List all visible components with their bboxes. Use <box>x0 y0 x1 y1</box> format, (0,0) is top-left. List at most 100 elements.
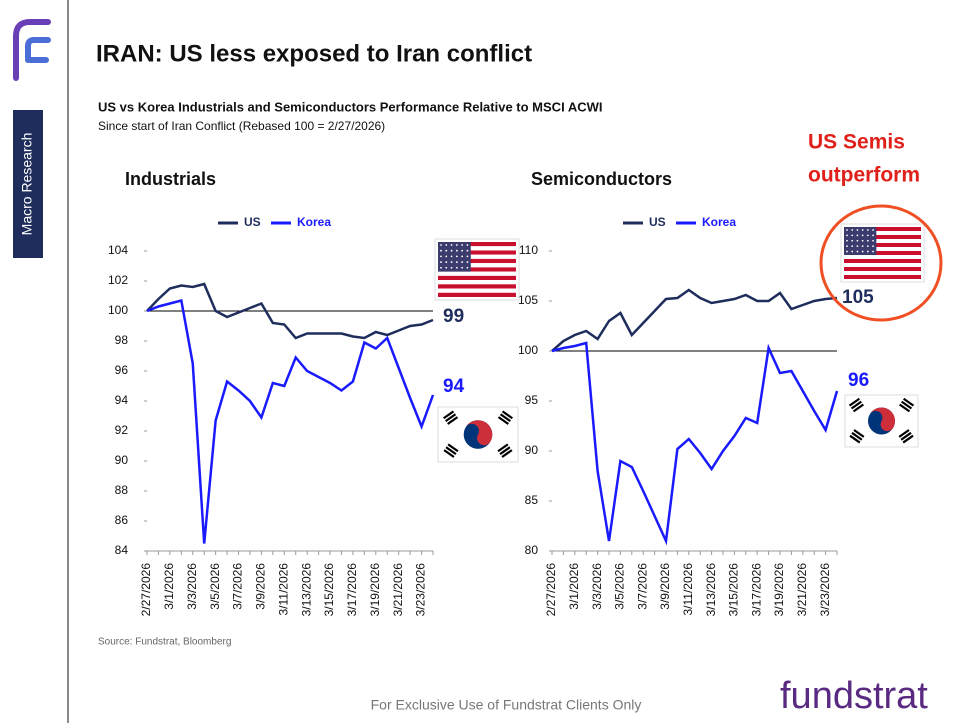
trigram <box>852 403 865 413</box>
star <box>461 255 464 258</box>
series-line <box>551 288 838 352</box>
star <box>455 244 458 246</box>
star <box>466 249 469 252</box>
star <box>846 239 848 242</box>
flags: 99 94 105 96 <box>434 223 925 463</box>
stripe <box>844 239 921 243</box>
trigram <box>447 416 459 425</box>
star <box>440 249 442 252</box>
star <box>861 245 864 248</box>
y-tick-label: 94 <box>115 393 129 407</box>
star <box>861 229 864 231</box>
y-tick-label: 100 <box>518 343 538 357</box>
stripe <box>844 259 921 263</box>
x-tick-label: 3/13/2026 <box>704 563 718 617</box>
stripe <box>438 280 516 285</box>
trigram <box>898 429 910 438</box>
trigram <box>903 397 915 407</box>
star <box>466 261 469 263</box>
x-tick-label: 3/17/2026 <box>749 563 763 617</box>
x-tick-label: 3/13/2026 <box>299 563 313 617</box>
star <box>866 250 869 253</box>
star <box>851 234 854 237</box>
brand: fundstrat <box>780 675 928 717</box>
trigram <box>853 429 865 438</box>
stripe <box>438 284 516 289</box>
x-tick-label: 3/9/2026 <box>254 563 268 610</box>
x-tick-label: 3/19/2026 <box>368 563 382 617</box>
star <box>872 239 874 242</box>
x-tick-label: 3/11/2026 <box>276 563 290 616</box>
x-tick-label: 2/27/2026 <box>139 563 153 617</box>
star <box>450 244 453 246</box>
y-tick-label: 85 <box>525 493 539 507</box>
star <box>455 261 458 263</box>
star <box>445 255 448 258</box>
taeguk-red <box>465 420 493 446</box>
stripe <box>438 271 516 276</box>
stripe <box>438 267 516 272</box>
star <box>866 234 869 237</box>
star <box>461 266 464 269</box>
stripe <box>844 231 921 235</box>
star <box>872 234 874 237</box>
star <box>846 245 848 248</box>
x-tick-label: 3/15/2026 <box>727 563 741 617</box>
trigram <box>900 431 912 441</box>
star <box>450 261 453 263</box>
trigram <box>851 431 863 441</box>
canton <box>438 242 471 272</box>
trigram <box>447 443 459 453</box>
star <box>846 234 848 237</box>
star <box>466 255 469 258</box>
stripe <box>438 246 516 251</box>
slide-title: IRAN: US less exposed to Iran conflict <box>96 40 532 67</box>
star <box>861 239 864 242</box>
legend-label: Korea <box>702 215 736 229</box>
star <box>872 229 874 231</box>
star <box>856 245 859 248</box>
us-flag <box>840 223 925 283</box>
trigram <box>443 410 455 420</box>
trigram <box>902 434 914 444</box>
y-tick-label: 96 <box>115 363 129 377</box>
stripe <box>438 263 516 268</box>
y-tick-label: 98 <box>115 333 129 347</box>
x-tick-label: 3/19/2026 <box>772 563 786 617</box>
trigram <box>501 410 513 420</box>
y-tick-label: 104 <box>108 243 128 257</box>
star <box>856 234 859 237</box>
trigram <box>849 434 861 444</box>
subtitle: US vs Korea Industrials and Semiconducto… <box>98 99 602 114</box>
star <box>846 250 848 253</box>
end-label: 105 <box>842 287 874 308</box>
y-tick-label: 90 <box>115 453 129 467</box>
end-label: 94 <box>443 376 465 397</box>
trigram <box>850 400 862 410</box>
trigram <box>497 416 509 425</box>
stripe <box>438 242 516 247</box>
star <box>461 249 464 252</box>
stripe <box>844 263 921 267</box>
trigram <box>445 413 457 423</box>
star <box>440 244 442 246</box>
stripe <box>844 275 921 279</box>
star <box>856 239 859 242</box>
taeguk-red <box>869 407 895 432</box>
stripe <box>438 254 516 259</box>
x-tick-label: 3/11/2026 <box>681 563 695 616</box>
footer: For Exclusive Use of Fundstrat Clients O… <box>371 697 642 713</box>
stripe <box>844 267 921 271</box>
x-tick-label: 3/21/2026 <box>391 563 405 617</box>
trigram <box>901 400 913 410</box>
legend-label: US <box>649 215 666 229</box>
trigram <box>848 397 860 407</box>
end-label: 99 <box>443 306 464 327</box>
y-tick-label: 88 <box>115 483 129 497</box>
star <box>866 229 869 231</box>
star <box>461 261 464 263</box>
sidebar-label: Macro Research <box>19 133 35 236</box>
y-tick-label: 90 <box>525 443 539 457</box>
